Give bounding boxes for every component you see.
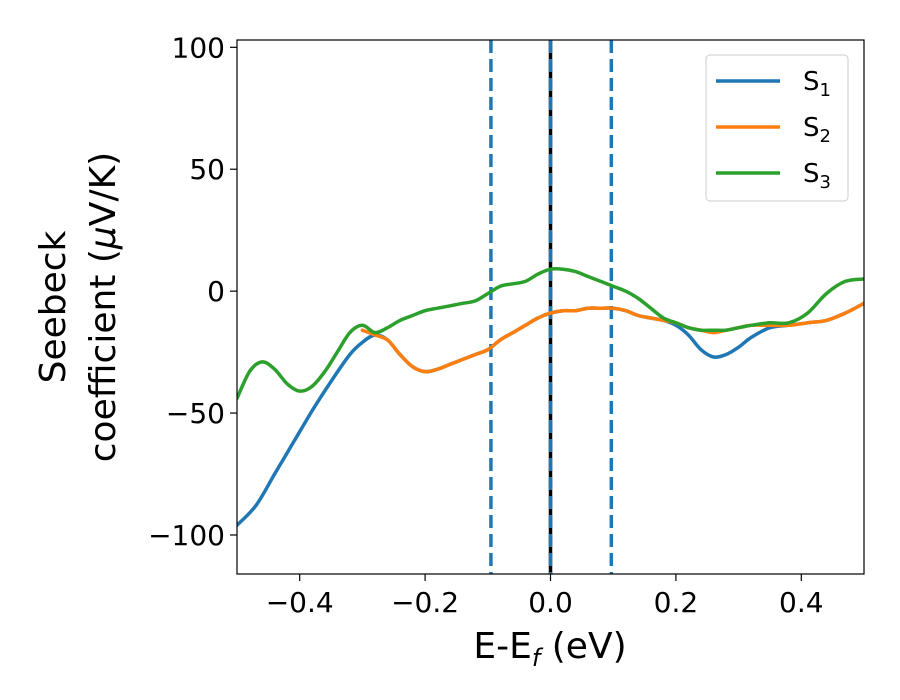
series-line-s3 xyxy=(237,266,864,401)
y-axis-label-line2: coefficient (μV/K) xyxy=(83,152,124,462)
y-axis-label: Seebeck coefficient (μV/K) xyxy=(33,152,124,462)
legend-label-s3: S3 xyxy=(803,159,831,193)
legend: S1 S2 S3 xyxy=(705,54,849,202)
y-tick-label: −100 xyxy=(148,519,225,552)
y-tick-label: 0 xyxy=(207,275,225,308)
legend-label-s2: S2 xyxy=(803,113,831,147)
x-tick-label: 0.0 xyxy=(528,586,573,619)
series-lines xyxy=(237,266,864,527)
legend-label-s1: S1 xyxy=(803,67,831,101)
series-line-s2 xyxy=(360,301,864,374)
x-tick-label: 0.4 xyxy=(779,586,824,619)
y-tick-label: 100 xyxy=(172,31,225,64)
x-tick-label: −0.2 xyxy=(391,586,459,619)
y-tick-label: −50 xyxy=(166,397,225,430)
x-axis-label: E-Ef (eV) xyxy=(473,626,626,672)
x-tick-label: −0.4 xyxy=(266,586,334,619)
x-tick-label: 0.2 xyxy=(654,586,699,619)
x-axis-ticks: −0.4 −0.2 0.0 0.2 0.4 xyxy=(266,574,824,619)
y-axis-ticks: −100 −50 0 50 100 xyxy=(148,31,237,552)
y-tick-label: 50 xyxy=(189,153,225,186)
y-axis-label-line1: Seebeck xyxy=(33,230,74,383)
